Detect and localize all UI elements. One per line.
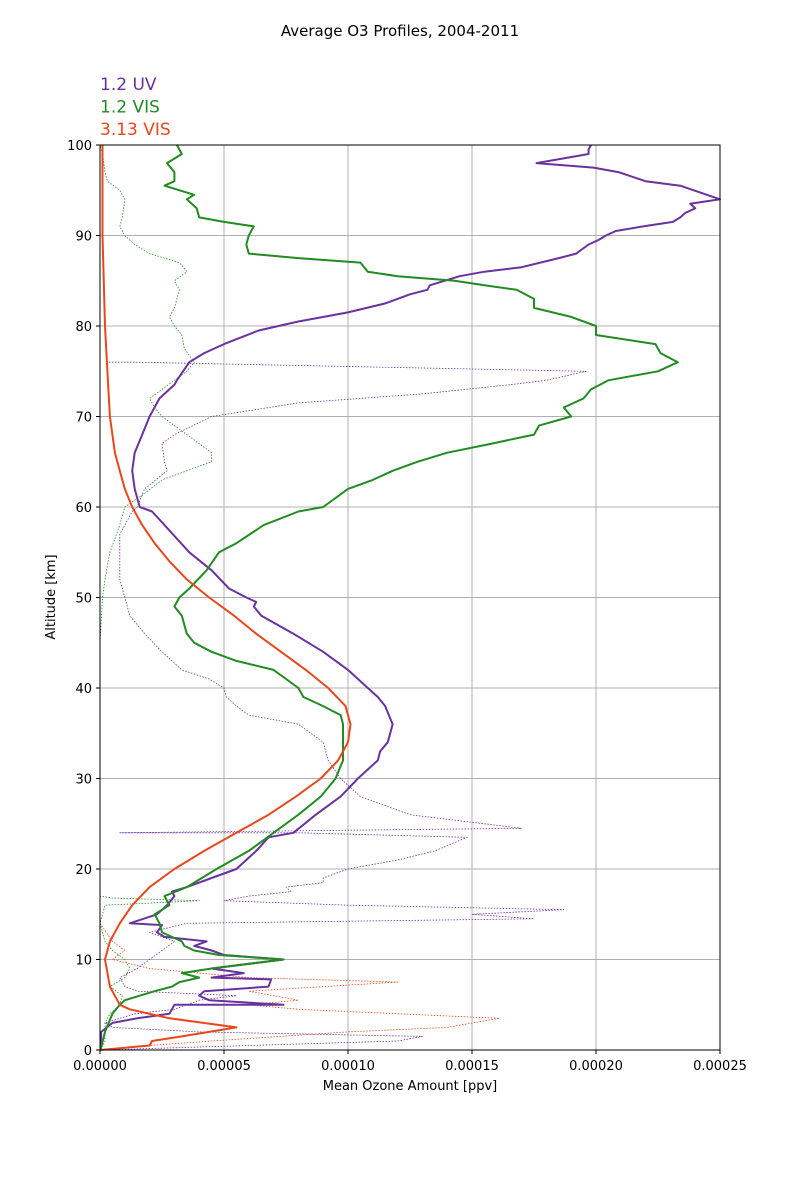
y-tick-label: 10 xyxy=(75,954,92,969)
series-line-1-2-vis xyxy=(99,144,679,1051)
x-tick-label: 0.00005 xyxy=(197,1059,251,1074)
x-tick-label: 0.00010 xyxy=(321,1059,375,1074)
legend-entry: 3.13 VIS xyxy=(100,120,171,140)
legend-entry: 1.2 UV xyxy=(100,75,157,95)
x-tick-label: 0.00015 xyxy=(445,1059,499,1074)
x-axis: 0.00000 0.00005 0.00010 0.00015 0.00020 0.000… xyxy=(73,1050,747,1074)
series-line-1-2-uv xyxy=(99,144,721,1051)
grid xyxy=(99,144,721,1051)
series-line-dotted-1-2-uv xyxy=(100,361,587,1051)
y-tick-label: 30 xyxy=(75,773,92,788)
series-layer xyxy=(99,144,721,1051)
x-tick-label: 0.00000 xyxy=(73,1059,127,1074)
y-tick-label: 50 xyxy=(75,592,92,607)
y-axis-label: Altitude [km] xyxy=(44,554,59,639)
y-tick-label: 100 xyxy=(67,139,92,154)
y-tick-label: 90 xyxy=(75,230,92,245)
y-tick-label: 70 xyxy=(75,411,92,426)
y-tick-label: 20 xyxy=(75,863,92,878)
x-tick-label: 0.00025 xyxy=(693,1059,747,1074)
x-tick-label: 0.00020 xyxy=(569,1059,623,1074)
series-line-dotted-3-13-vis xyxy=(99,145,500,1051)
y-tick-label: 40 xyxy=(75,682,92,697)
y-tick-label: 0 xyxy=(84,1044,92,1059)
y-tick-label: 60 xyxy=(75,501,92,516)
y-axis: 0 10 20 30 40 50 60 70 80 90 100 xyxy=(67,139,100,1059)
series-line-dotted-1-2-vis xyxy=(99,144,212,1051)
legend-entry: 1.2 VIS xyxy=(100,98,160,118)
series-line-3-13-vis xyxy=(99,145,352,1051)
chart-title: Average O3 Profiles, 2004-2011 xyxy=(281,22,519,40)
x-axis-label: Mean Ozone Amount [ppv] xyxy=(323,1079,498,1094)
y-tick-label: 80 xyxy=(75,320,92,335)
